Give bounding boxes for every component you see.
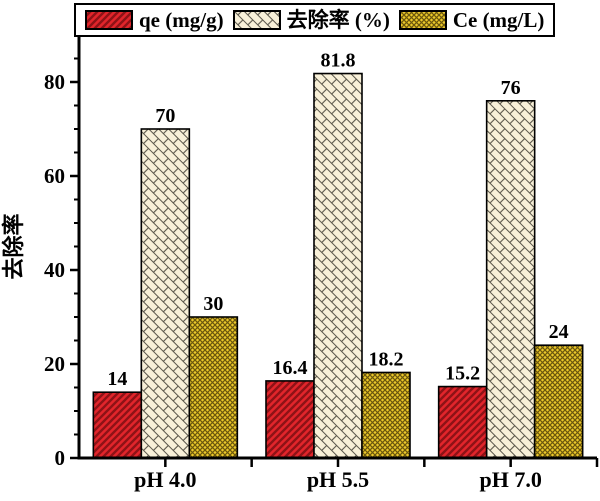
bar-pH4.0-series2 <box>188 316 239 459</box>
bars-layer: 14 70 30 16.4 81.8 18.2 15.2 76 24 <box>92 50 584 459</box>
x-tick-label: pH 4.0 <box>134 467 196 492</box>
y-tick-label: 60 <box>44 164 65 188</box>
legend-swatch-removal-rate-icon <box>232 10 281 30</box>
bar-value-label: 76 <box>501 77 521 99</box>
legend-swatch-ce-icon <box>398 10 447 30</box>
axes-layer: pH 4.0 pH 5.5 pH 7.0 0 20 40 60 80 去除率 <box>1 35 599 492</box>
legend-label-ce: Ce (mg/L) <box>452 7 545 32</box>
y-tick-label: 40 <box>44 258 65 282</box>
y-tick-label: 20 <box>44 352 65 376</box>
y-tick-label: 0 <box>55 446 66 470</box>
bar-value-label: 14 <box>107 368 127 390</box>
y-axis-title: 去除率 <box>1 213 26 279</box>
bar-value-label: 18.2 <box>369 348 404 370</box>
bar-value-label: 15.2 <box>445 363 480 385</box>
legend-item-ce: Ce (mg/L) <box>398 7 545 32</box>
bar-value-label: 24 <box>549 321 569 343</box>
x-tick-label: pH 7.0 <box>479 467 541 492</box>
legend: qe (mg/g) 去除率 (%) Ce (mg/L) <box>74 3 556 37</box>
bar-value-label: 81.8 <box>321 50 356 72</box>
bar-value-label: 70 <box>155 105 175 127</box>
bar-pH5.5-series1 <box>313 72 363 459</box>
x-tick-label: pH 5.5 <box>307 467 369 492</box>
bar-pH4.0-series1 <box>140 128 191 459</box>
bar-value-label: 30 <box>203 293 223 315</box>
y-tick-label: 80 <box>44 70 65 94</box>
legend-label-removal-rate: 去除率 (%) <box>286 7 390 32</box>
bar-pH4.0-series0 <box>92 391 143 459</box>
legend-item-qe: qe (mg/g) <box>85 7 224 32</box>
bar-value-label: 16.4 <box>273 357 308 379</box>
legend-swatch-qe-icon <box>85 10 133 30</box>
bar-pH5.5-series2 <box>361 371 411 459</box>
legend-item-removal-rate: 去除率 (%) <box>232 7 390 32</box>
bar-pH7.0-series2 <box>533 344 584 459</box>
bar-pH7.0-series0 <box>437 385 488 459</box>
bar-pH5.5-series0 <box>265 380 315 459</box>
bar-pH7.0-series1 <box>485 100 536 459</box>
legend-label-qe: qe (mg/g) <box>139 7 224 32</box>
